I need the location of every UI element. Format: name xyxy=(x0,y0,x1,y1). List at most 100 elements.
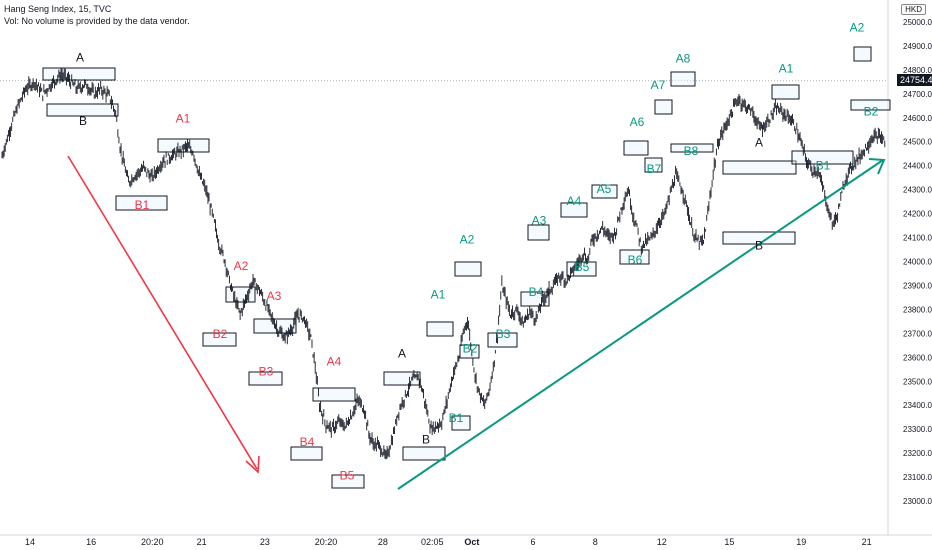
pivot-box xyxy=(654,99,673,115)
y-tick-label: 25000.0 xyxy=(903,18,932,27)
y-tick-label: 24600.0 xyxy=(903,114,932,123)
pivot-box xyxy=(850,99,891,111)
pivot-box xyxy=(426,321,454,337)
wave-label: B3 xyxy=(259,364,274,378)
wave-label: B4 xyxy=(300,435,315,449)
pivot-box xyxy=(454,261,482,277)
wave-label: B2 xyxy=(213,327,228,341)
x-tick-label: 21 xyxy=(197,537,207,547)
trend-arrows xyxy=(67,155,886,490)
wave-label: A4 xyxy=(567,194,582,208)
y-tick-label: 23700.0 xyxy=(903,329,932,338)
y-tick-label: 24000.0 xyxy=(903,257,932,266)
y-tick-label: 23800.0 xyxy=(903,305,932,314)
x-tick-label: 14 xyxy=(25,537,35,547)
wave-label: B7 xyxy=(647,162,662,176)
pivot-boxes xyxy=(42,46,891,489)
x-tick-label: 20:20 xyxy=(315,537,338,547)
up-arrow-head xyxy=(868,158,886,175)
wave-label: B2 xyxy=(864,104,879,118)
y-tick-label: 23000.0 xyxy=(903,497,932,506)
x-tick-label: 16 xyxy=(86,537,96,547)
wave-label: A5 xyxy=(597,182,612,196)
pivot-box xyxy=(46,103,119,117)
x-tick-label: 02:05 xyxy=(421,537,444,547)
x-tick-label: 20:20 xyxy=(141,537,164,547)
pivot-box xyxy=(670,71,696,87)
wave-label: A2 xyxy=(850,21,865,35)
wave-label: B3 xyxy=(496,327,511,341)
pivot-box xyxy=(670,143,714,153)
wave-label: B2 xyxy=(463,342,478,356)
pivot-box xyxy=(527,224,550,241)
x-tick-label: 15 xyxy=(724,537,734,547)
wave-label: A xyxy=(76,50,84,64)
pivot-box xyxy=(248,371,283,386)
x-tick-label: Oct xyxy=(464,537,479,547)
wave-label: A1 xyxy=(431,288,446,302)
y-tick-label: 23600.0 xyxy=(903,353,932,362)
x-tick-label: 28 xyxy=(378,537,388,547)
x-tick-label: 8 xyxy=(593,537,598,547)
pivot-box xyxy=(771,84,800,100)
wave-label: A xyxy=(755,136,763,150)
pivot-box xyxy=(487,332,518,348)
y-tick-label: 24400.0 xyxy=(903,162,932,171)
wave-label: B xyxy=(755,239,763,253)
y-tick-label: 24900.0 xyxy=(903,42,932,51)
pivot-box xyxy=(853,46,872,62)
wave-label: A2 xyxy=(460,233,475,247)
pivot-box xyxy=(253,318,297,334)
wave-label: B xyxy=(422,433,430,447)
pivot-box xyxy=(290,446,323,461)
y-tick-label: 23900.0 xyxy=(903,281,932,290)
wave-label: A7 xyxy=(651,78,666,92)
pivot-box xyxy=(591,184,618,199)
wave-label: B xyxy=(79,114,87,128)
y-tick-label: 24200.0 xyxy=(903,210,932,219)
pivot-box xyxy=(312,387,356,402)
pivot-box xyxy=(619,249,650,265)
wave-label: A8 xyxy=(676,52,691,66)
x-tick-label: 6 xyxy=(531,537,536,547)
down-trend-arrow xyxy=(67,155,258,470)
wave-label: A3 xyxy=(267,289,282,303)
symbol-title[interactable]: Hang Seng Index, 15, TVC xyxy=(4,4,112,14)
currency-badge[interactable]: HKD xyxy=(901,4,926,15)
wave-label: A2 xyxy=(234,259,249,273)
price-series xyxy=(1,67,886,460)
y-tick-label: 24500.0 xyxy=(903,138,932,147)
pivot-box xyxy=(402,446,446,461)
pivot-box xyxy=(520,291,550,307)
wave-label: B6 xyxy=(628,253,643,267)
x-tick-label: 19 xyxy=(796,537,806,547)
pivot-box xyxy=(623,140,649,156)
y-tick-label: 23100.0 xyxy=(903,473,932,482)
pivot-box xyxy=(560,202,588,218)
wave-label: A6 xyxy=(630,115,645,129)
volume-note: Vol: No volume is provided by the data v… xyxy=(4,16,190,26)
y-tick-label: 24300.0 xyxy=(903,186,932,195)
grid xyxy=(0,22,888,501)
pivot-box xyxy=(115,195,168,211)
wave-labels: A B A1 B1 A2 B2 A3 B3 A4 B4 B5 A B A1 B1 A2 B2 B3 A3 B4 A4 B5… xyxy=(76,21,879,483)
up-trend-arrow xyxy=(397,159,884,490)
wave-label: B4 xyxy=(529,285,544,299)
time-axis[interactable]: 14 16 20:20 21 23 20:20 28 02:05 Oct 6 8 12 15 19 21 xyxy=(0,534,932,547)
wave-label: A1 xyxy=(176,112,191,126)
wave-label: B1 xyxy=(135,198,150,212)
wave-label: B5 xyxy=(575,260,590,274)
y-tick-label: 23200.0 xyxy=(903,449,932,458)
wave-label: B1 xyxy=(816,158,831,172)
pivot-box xyxy=(722,160,797,175)
pivot-box xyxy=(202,332,237,347)
y-tick-label: 24700.0 xyxy=(903,90,932,99)
pivot-box xyxy=(331,474,365,489)
wave-label: A3 xyxy=(532,213,547,227)
wave-label: A xyxy=(398,346,406,360)
y-tick-label: 24100.0 xyxy=(903,234,932,243)
price-axis[interactable]: 25000.0 24900.0 24800.0 24700.0 24600.0 24500… xyxy=(887,0,932,535)
wave-label: B1 xyxy=(449,411,464,425)
x-tick-label: 12 xyxy=(657,537,667,547)
